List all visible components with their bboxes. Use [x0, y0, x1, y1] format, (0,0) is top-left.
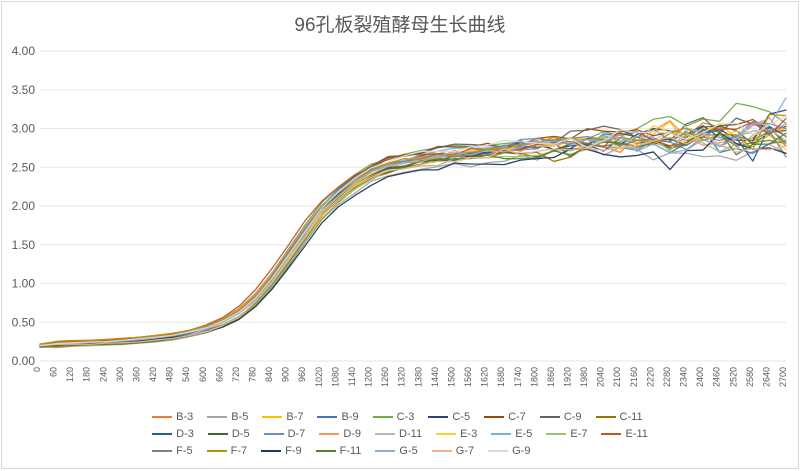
svg-text:600: 600: [198, 367, 208, 382]
svg-text:300: 300: [115, 367, 125, 382]
svg-text:0: 0: [32, 367, 42, 372]
svg-text:480: 480: [165, 367, 175, 382]
svg-text:1620: 1620: [480, 367, 490, 387]
svg-text:1320: 1320: [397, 367, 407, 387]
svg-text:1380: 1380: [413, 367, 423, 387]
svg-text:1980: 1980: [579, 367, 589, 387]
svg-text:420: 420: [148, 367, 158, 382]
svg-text:1260: 1260: [380, 367, 390, 387]
svg-text:2220: 2220: [645, 367, 655, 387]
svg-text:720: 720: [231, 367, 241, 382]
svg-text:2340: 2340: [679, 367, 689, 387]
svg-text:1920: 1920: [562, 367, 572, 387]
svg-text:2.00: 2.00: [12, 199, 36, 213]
svg-text:1200: 1200: [364, 367, 374, 387]
svg-text:180: 180: [82, 367, 92, 382]
svg-text:1020: 1020: [314, 367, 324, 387]
svg-text:840: 840: [264, 367, 274, 382]
svg-text:2700: 2700: [778, 367, 788, 387]
svg-text:1680: 1680: [496, 367, 506, 387]
svg-text:540: 540: [181, 367, 191, 382]
svg-text:2640: 2640: [761, 367, 771, 387]
svg-text:2.50: 2.50: [12, 160, 36, 174]
svg-text:2580: 2580: [745, 367, 755, 387]
svg-text:360: 360: [131, 367, 141, 382]
svg-text:1800: 1800: [529, 367, 539, 387]
svg-text:2160: 2160: [629, 367, 639, 387]
svg-text:1500: 1500: [446, 367, 456, 387]
svg-text:2100: 2100: [612, 367, 622, 387]
svg-text:0.00: 0.00: [12, 354, 36, 368]
svg-text:780: 780: [248, 367, 258, 382]
svg-text:1140: 1140: [347, 367, 357, 386]
svg-text:0.50: 0.50: [12, 315, 36, 329]
svg-text:900: 900: [281, 367, 291, 382]
svg-text:1080: 1080: [330, 367, 340, 387]
svg-text:1560: 1560: [463, 367, 473, 387]
svg-text:2400: 2400: [695, 367, 705, 387]
svg-text:2280: 2280: [662, 367, 672, 387]
svg-text:1.00: 1.00: [12, 277, 36, 291]
svg-text:240: 240: [98, 367, 108, 382]
svg-text:3.00: 3.00: [12, 122, 36, 136]
svg-text:4.00: 4.00: [12, 44, 36, 58]
svg-text:120: 120: [65, 367, 75, 382]
svg-text:3.50: 3.50: [12, 83, 36, 97]
svg-text:1.50: 1.50: [12, 238, 36, 252]
svg-text:960: 960: [297, 367, 307, 382]
svg-text:1440: 1440: [430, 367, 440, 387]
svg-text:2040: 2040: [596, 367, 606, 387]
svg-text:2460: 2460: [712, 367, 722, 387]
svg-text:660: 660: [214, 367, 224, 382]
svg-text:1860: 1860: [546, 367, 556, 387]
svg-text:60: 60: [49, 367, 59, 377]
svg-text:2520: 2520: [728, 367, 738, 387]
svg-text:1740: 1740: [513, 367, 523, 387]
